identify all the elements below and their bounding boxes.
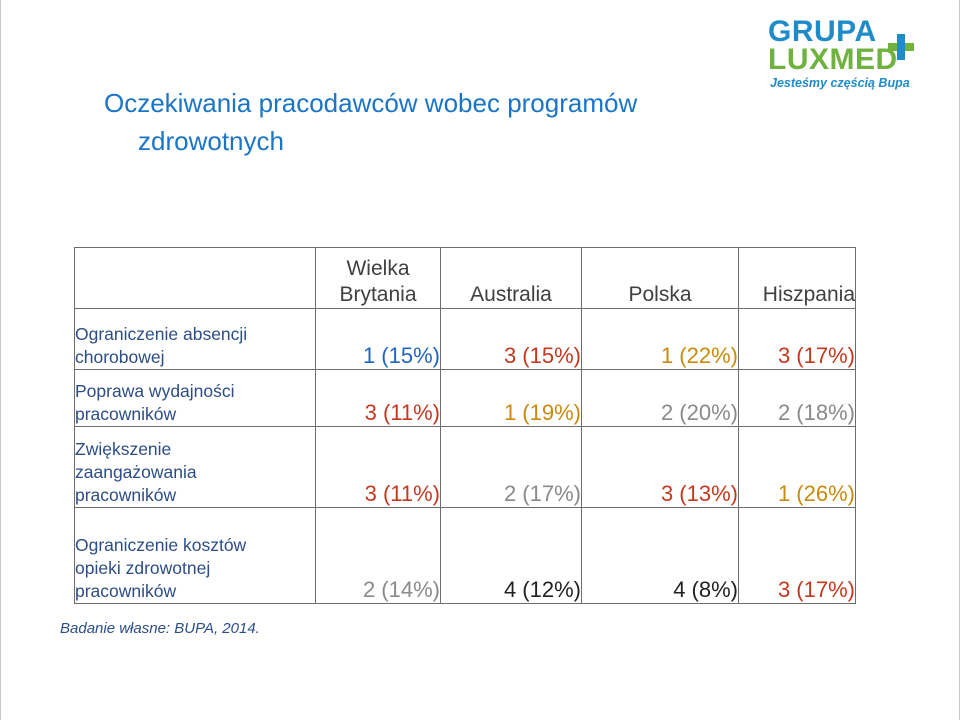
table-cell: 3 (17%) bbox=[738, 308, 856, 370]
column-header-uk-line-2: Brytania bbox=[339, 283, 417, 306]
table-cell: 3 (13%) bbox=[581, 426, 739, 508]
column-header-uk-line-1: Wielka bbox=[346, 257, 410, 280]
row-label: Poprawa wydajności pracowników bbox=[74, 369, 316, 427]
column-header-australia-label: Australia bbox=[470, 283, 552, 306]
row-label-line: zaangażowania bbox=[75, 462, 197, 482]
row-label-line: Ograniczenie absencji bbox=[75, 324, 248, 344]
table-cell: 3 (11%) bbox=[315, 426, 441, 508]
table-cell: 4 (8%) bbox=[581, 507, 739, 604]
row-label-line: pracowników bbox=[75, 485, 177, 505]
table-cell: 2 (20%) bbox=[581, 369, 739, 427]
table-cell: 3 (17%) bbox=[738, 507, 856, 604]
column-header-poland-label: Polska bbox=[628, 283, 692, 306]
table-cell: 2 (14%) bbox=[315, 507, 441, 604]
table-cell: 3 (11%) bbox=[315, 369, 441, 427]
table-corner-cell bbox=[74, 247, 316, 309]
logo-tagline: Jesteśmy częścią Bupa bbox=[770, 76, 910, 90]
luxmed-logo: GRUPA LUXMED Jesteśmy częścią Bupa bbox=[768, 14, 928, 94]
column-header-uk: Wielka Brytania bbox=[315, 247, 441, 309]
slide-border-left bbox=[0, 0, 1, 720]
row-label-line: pracowników bbox=[75, 581, 177, 601]
row-label-line: chorobowej bbox=[75, 347, 165, 367]
table-header-row: Wielka Brytania Australia Polska Hiszpan… bbox=[74, 247, 856, 309]
table-cell: 1 (15%) bbox=[315, 308, 441, 370]
row-label: Ograniczenie kosztów opieki zdrowotnej p… bbox=[74, 507, 316, 604]
page-title-line-2: zdrowotnych bbox=[138, 126, 284, 156]
row-label: Zwiększenie zaangażowania pracowników bbox=[74, 426, 316, 508]
table-cell: 2 (18%) bbox=[738, 369, 856, 427]
row-label-line: Poprawa wydajności bbox=[75, 381, 235, 401]
row-label-line: Zwiększenie bbox=[75, 439, 172, 459]
column-header-spain-label: Hiszpania bbox=[762, 283, 855, 306]
table-row: Ograniczenie absencji chorobowej 1 (15%)… bbox=[74, 308, 856, 370]
column-header-poland: Polska bbox=[581, 247, 739, 309]
table-row: Ograniczenie kosztów opieki zdrowotnej p… bbox=[74, 507, 856, 604]
table-cell: 2 (17%) bbox=[440, 426, 582, 508]
column-header-spain: Hiszpania bbox=[738, 247, 856, 309]
medical-cross-icon bbox=[888, 34, 914, 60]
row-label-line: pracowników bbox=[75, 404, 177, 424]
table-row: Zwiększenie zaangażowania pracowników 3 … bbox=[74, 426, 856, 508]
page-title-line-1: Oczekiwania pracodawców wobec programów bbox=[104, 88, 638, 118]
column-header-australia: Australia bbox=[440, 247, 582, 309]
logo-text-grupa: GRUPA bbox=[768, 15, 877, 48]
row-label: Ograniczenie absencji chorobowej bbox=[74, 308, 316, 370]
table-cell: 1 (26%) bbox=[738, 426, 856, 508]
row-label-line: Ograniczenie kosztów bbox=[75, 535, 247, 555]
table-cell: 4 (12%) bbox=[440, 507, 582, 604]
table-cell: 3 (15%) bbox=[440, 308, 582, 370]
table-row: Poprawa wydajności pracowników 3 (11%) 1… bbox=[74, 369, 856, 427]
table-cell: 1 (19%) bbox=[440, 369, 582, 427]
table-cell: 1 (22%) bbox=[581, 308, 739, 370]
logo-text-luxmed: LUXMED bbox=[768, 43, 898, 76]
row-label-line: opieki zdrowotnej bbox=[75, 558, 211, 578]
page-title: Oczekiwania pracodawców wobec programów … bbox=[104, 84, 764, 160]
ranking-table: Wielka Brytania Australia Polska Hiszpan… bbox=[74, 247, 856, 604]
source-note: Badanie własne: BUPA, 2014. bbox=[60, 620, 260, 637]
